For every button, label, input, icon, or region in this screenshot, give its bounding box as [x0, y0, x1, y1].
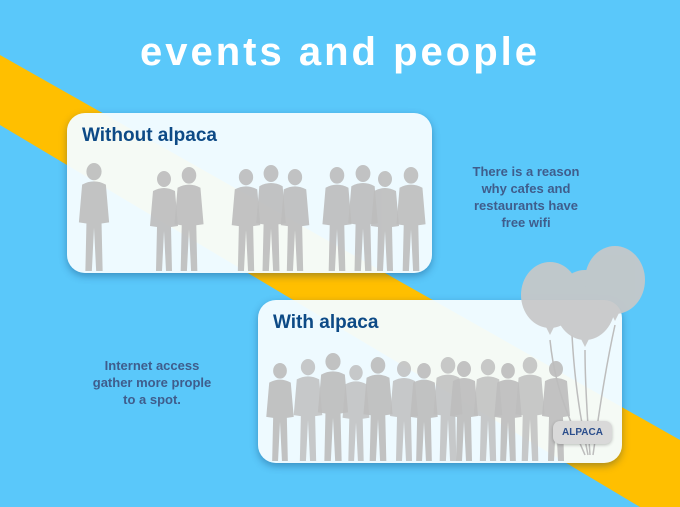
without-alpaca-card: Without alpaca [67, 113, 432, 273]
person-silhouette-icon [363, 357, 393, 461]
person-silhouette-icon [256, 165, 286, 271]
with-alpaca-card: With alpaca [258, 300, 622, 463]
internet-access-note: Internet access gather more prople to a … [84, 357, 220, 408]
person-silhouette-icon [150, 171, 178, 271]
person-silhouette-icon [174, 167, 204, 271]
wifi-reason-note: There is a reason why cafes and restaura… [462, 163, 590, 231]
sparse-crowd-illustration [78, 163, 426, 271]
person-silhouette-icon [317, 353, 349, 461]
person-silhouette-icon [410, 363, 438, 461]
note-line: why cafes and [481, 181, 571, 196]
person-silhouette-icon [280, 169, 310, 271]
person-silhouette-icon [390, 361, 418, 461]
note-line: Internet access [104, 358, 200, 373]
person-silhouette-icon [473, 359, 503, 461]
person-silhouette-icon [322, 167, 352, 271]
person-silhouette-icon [231, 169, 261, 271]
note-line: There is a reason [472, 164, 580, 179]
note-line: restaurants have [473, 198, 579, 213]
dense-crowd-illustration [266, 353, 570, 461]
alpaca-badge: ALPACA [553, 421, 612, 444]
with-alpaca-title: With alpaca [273, 312, 379, 333]
note-line: gather more prople [92, 375, 212, 390]
person-silhouette-icon [515, 357, 545, 461]
person-silhouette-icon [266, 363, 294, 461]
person-silhouette-icon [494, 363, 522, 461]
person-silhouette-icon [348, 165, 378, 271]
person-silhouette-icon [450, 361, 478, 461]
without-alpaca-title: Without alpaca [82, 125, 217, 146]
person-silhouette-icon [342, 365, 370, 461]
slide-title: events and people [140, 30, 540, 74]
person-silhouette-icon [78, 163, 110, 271]
person-silhouette-icon [371, 171, 399, 271]
note-line: to a spot. [123, 392, 181, 407]
note-line: free wifi [501, 215, 551, 230]
person-silhouette-icon [293, 359, 323, 461]
person-silhouette-icon [396, 167, 426, 271]
